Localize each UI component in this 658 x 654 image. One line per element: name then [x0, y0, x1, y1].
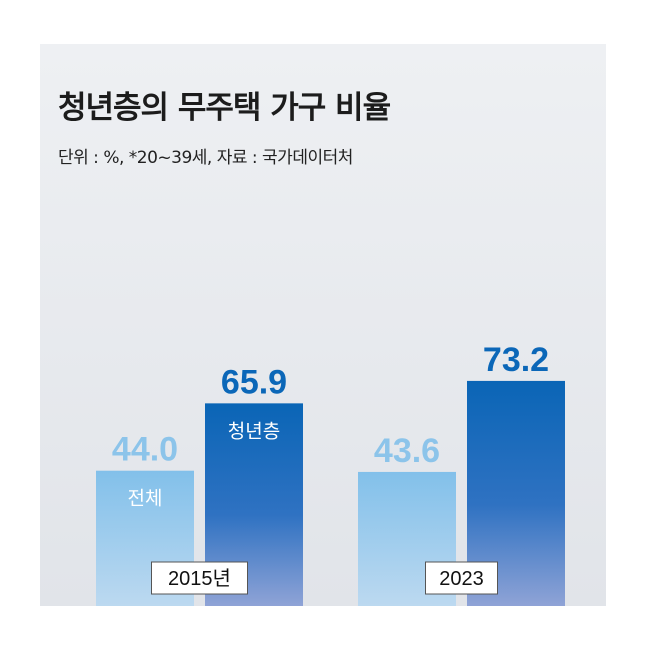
value-label-total-0: 44.0 [112, 431, 178, 469]
year-box-1 [425, 561, 498, 595]
value-label-youth-0: 65.9 [221, 363, 287, 401]
value-label-youth-1: 73.2 [483, 341, 549, 379]
series-label-total: 전체 [128, 488, 163, 510]
category-label-1: 2023 [439, 568, 484, 590]
category-label-0: 2015년 [168, 567, 231, 590]
year-box-0 [151, 561, 248, 595]
chart-title: 청년층의 무주택 가구 비율 [58, 90, 391, 126]
chart-subtitle: 단위 : %, *20~39세, 자료 : 국가데이터처 [58, 148, 353, 168]
value-label-total-1: 43.6 [374, 432, 440, 470]
series-label-youth: 청년층 [228, 420, 280, 442]
